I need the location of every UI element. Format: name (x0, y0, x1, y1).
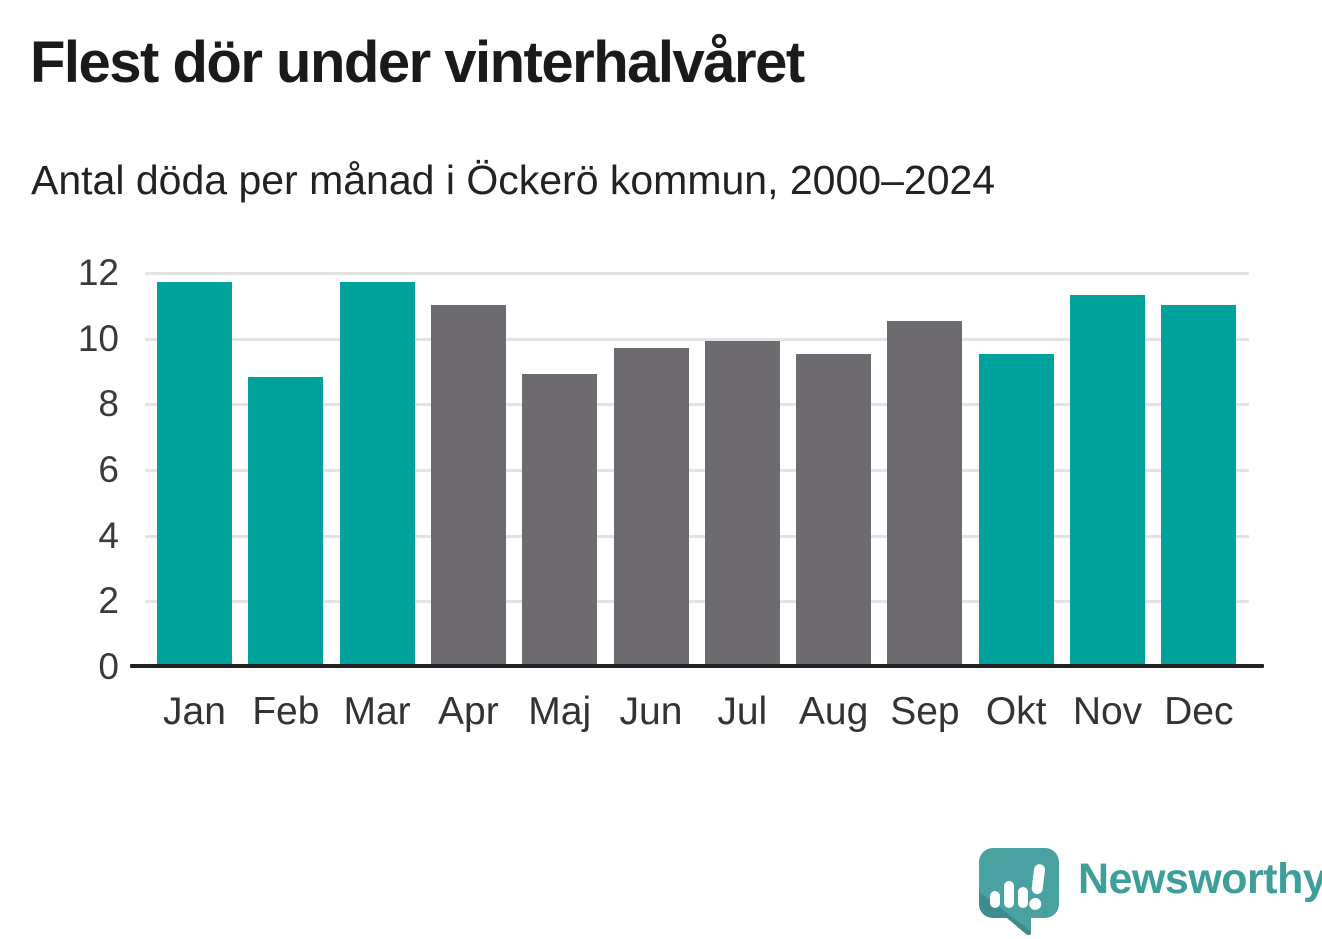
x-tick-label-jul: Jul (717, 690, 768, 733)
grid-line-6 (145, 469, 1249, 472)
bar-nov (1070, 294, 1145, 666)
y-tick-label-6: 6 (98, 449, 119, 490)
y-tick-label-0: 0 (98, 646, 119, 687)
x-tick-label-maj: Maj (528, 690, 592, 733)
chart-title: Flest dör under vinterhalvåret (30, 30, 805, 95)
grid-line-8 (145, 403, 1249, 407)
bar-jul (704, 340, 780, 666)
bar-chart: 0 2 4 6 8 10 12 Jan Feb Mar Apr Maj Jun Jul Aug Sep Okt N… (78, 252, 1264, 733)
x-tick-label-nov: Nov (1072, 690, 1143, 733)
y-tick-label-10: 10 (77, 317, 119, 359)
bar-jun (613, 347, 689, 666)
newsworthy-logo-icon (979, 848, 1059, 936)
x-tick-label-apr: Apr (438, 690, 499, 733)
x-tick-label-dec: Dec (1164, 690, 1234, 733)
grid-line-10 (145, 337, 1249, 341)
x-tick-label-mar: Mar (343, 690, 411, 733)
bar-sep (887, 321, 963, 666)
bar-apr (430, 304, 506, 666)
bar-dec (1161, 304, 1237, 666)
x-tick-label-jun: Jun (619, 690, 683, 733)
newsworthy-logo-text: Newsworthy (1078, 855, 1322, 903)
bar-okt (978, 354, 1054, 666)
x-tick-label-okt: Okt (985, 690, 1047, 733)
bar-aug (796, 354, 872, 666)
x-tick-label-aug: Aug (798, 690, 869, 733)
x-tick-label-sep: Sep (890, 690, 960, 733)
newsworthy-logo: Newsworthy (975, 846, 1322, 936)
grid-line-4 (145, 534, 1249, 538)
x-tick-label-jan: Jan (163, 690, 226, 733)
x-tick-label-feb: Feb (252, 690, 320, 733)
bar-feb (248, 377, 324, 666)
bar-jan (157, 281, 232, 666)
bar-maj (522, 373, 598, 666)
grid-line-12 (145, 272, 1249, 275)
y-tick-label-12: 12 (77, 252, 119, 293)
y-tick-label-2: 2 (98, 580, 119, 622)
chart-subtitle: Antal döda per månad i Öckerö kommun, 20… (31, 157, 996, 203)
grid-line-2 (145, 600, 1249, 604)
y-tick-label-4: 4 (98, 514, 119, 556)
bar-mar (339, 281, 415, 666)
y-tick-label-8: 8 (98, 383, 119, 425)
x-axis-line (130, 664, 1264, 668)
